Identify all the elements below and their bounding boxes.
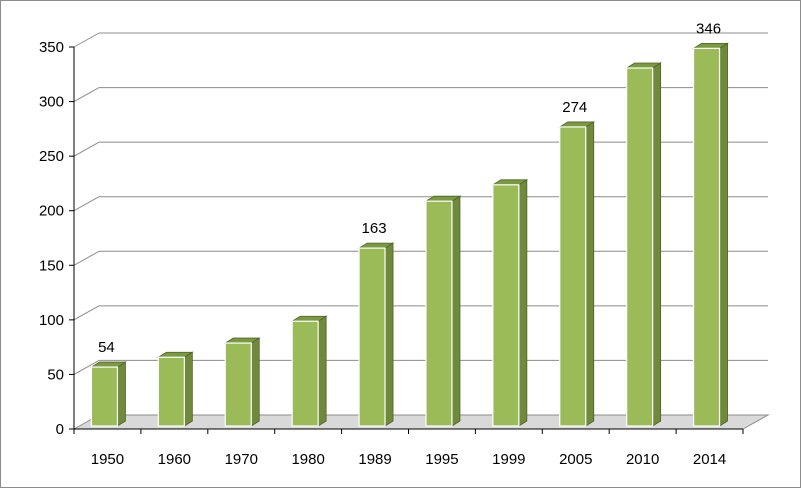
x-tick-label: 1980 [291, 451, 324, 468]
gridline-depth [73, 32, 100, 48]
y-tick-label: 200 [39, 203, 64, 220]
x-tick-label: 1989 [358, 451, 391, 468]
x-tick-label: 2014 [693, 451, 726, 468]
bars [90, 42, 729, 427]
bar-side [652, 62, 662, 427]
gridline-depth [73, 196, 100, 212]
bar-front [692, 47, 721, 427]
y-tick-label: 250 [39, 148, 64, 165]
bar [692, 42, 729, 427]
gridline-depth [73, 359, 100, 375]
bar-side [518, 179, 528, 427]
data-label: 274 [562, 99, 587, 116]
bar-front [425, 200, 453, 427]
bar-side [183, 351, 193, 427]
data-label: 346 [696, 20, 721, 37]
gridline-depth [73, 87, 100, 103]
bar-side [451, 195, 461, 427]
bar-side [250, 337, 260, 427]
bar-side [117, 361, 126, 427]
x-tick-label: 1960 [158, 451, 191, 468]
data-label: 163 [362, 220, 387, 237]
data-label: 54 [98, 339, 115, 356]
bar [290, 315, 328, 427]
bar [424, 195, 462, 427]
bar-front [291, 320, 319, 427]
x-tick-label: 1950 [91, 451, 124, 468]
bar [90, 361, 127, 427]
bar-front [559, 126, 587, 427]
y-tick-label: 150 [39, 257, 64, 274]
x-tick-label: 2005 [559, 451, 592, 468]
x-tick-label: 1999 [492, 451, 525, 468]
bar-front [492, 184, 520, 427]
bar [491, 179, 529, 427]
bar [625, 62, 663, 427]
x-tick-label: 1995 [425, 451, 458, 468]
bar-front [626, 67, 654, 427]
bar [223, 337, 261, 427]
bar-side [317, 315, 327, 427]
y-tick-label: 100 [39, 312, 64, 329]
bar-front [224, 342, 252, 427]
bar-side [719, 42, 728, 427]
x-tick-label: 1970 [225, 451, 258, 468]
y-tick-label: 300 [39, 94, 64, 111]
bar-front [358, 247, 386, 427]
y-tick-label: 0 [56, 421, 64, 438]
axes [69, 46, 744, 434]
bar-front [157, 356, 185, 427]
x-tick-label: 2010 [626, 451, 659, 468]
gridline-depth [73, 250, 100, 266]
bar [558, 121, 596, 427]
bar [357, 242, 395, 427]
labels: 0 50 100 150 200 250 300 350 1950 54 1960 1970 1980 1… [39, 20, 726, 468]
gridline-depth [73, 141, 100, 157]
bar-side [585, 121, 595, 427]
y-tick-label: 350 [39, 39, 64, 56]
gridline-depth [73, 305, 100, 321]
y-tick-label: 50 [47, 366, 64, 383]
bar-side [384, 242, 394, 427]
bar [156, 351, 194, 427]
bar-front [90, 366, 119, 427]
